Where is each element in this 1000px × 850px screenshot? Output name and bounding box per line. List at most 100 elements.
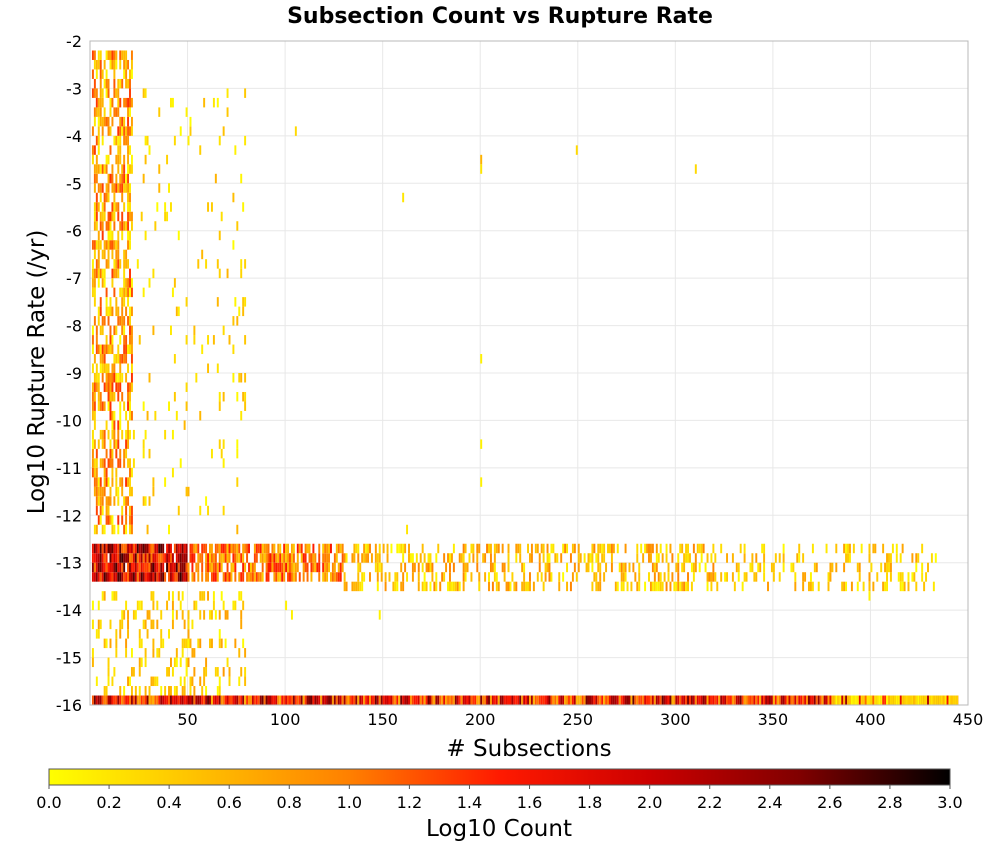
- heatmap-cell: [132, 667, 135, 677]
- heatmap-cell: [117, 382, 120, 392]
- heatmap-cell: [244, 648, 247, 658]
- heatmap-cell: [168, 401, 170, 411]
- heatmap-cell: [125, 572, 128, 582]
- heatmap-cell: [763, 543, 766, 554]
- heatmap-cell: [160, 695, 163, 705]
- heatmap-cell: [249, 562, 252, 573]
- x-tick-label: 100: [270, 710, 301, 729]
- heatmap-cell: [166, 211, 169, 222]
- heatmap-cell: [111, 420, 114, 430]
- heatmap-cell: [125, 306, 128, 317]
- heatmap-cell: [341, 553, 344, 563]
- heatmap-cell: [187, 695, 190, 705]
- heatmap-cell: [622, 695, 625, 705]
- heatmap-cell: [333, 553, 336, 563]
- heatmap-cell: [478, 543, 481, 554]
- heatmap-cell: [599, 572, 602, 582]
- heatmap-cell: [255, 695, 258, 705]
- heatmap-cell: [127, 297, 130, 307]
- heatmap-cell: [91, 648, 94, 658]
- heatmap-cell: [113, 695, 116, 705]
- heatmap-cell: [501, 695, 504, 705]
- heatmap-cell: [101, 363, 104, 373]
- heatmap-cell: [244, 562, 247, 573]
- heatmap-cell: [132, 553, 135, 563]
- heatmap-cell: [234, 638, 237, 649]
- heatmap-cell: [113, 591, 116, 601]
- heatmap-cell: [187, 619, 190, 630]
- heatmap-cell: [355, 695, 358, 705]
- heatmap-cell: [320, 695, 323, 705]
- heatmap-cell: [372, 695, 375, 705]
- heatmap-cell: [234, 553, 237, 563]
- heatmap-cell: [199, 610, 202, 620]
- heatmap-cell: [712, 543, 715, 554]
- heatmap-cell: [530, 695, 533, 705]
- heatmap-cell: [261, 543, 264, 554]
- heatmap-cell: [117, 553, 120, 563]
- heatmap-cell: [404, 562, 407, 573]
- heatmap-cell: [480, 154, 483, 165]
- heatmap-cell: [101, 126, 104, 136]
- heatmap-cell: [183, 562, 186, 573]
- heatmap-cell: [388, 695, 391, 705]
- heatmap-cell: [302, 562, 305, 573]
- heatmap-cell: [101, 249, 104, 260]
- heatmap-cell: [310, 553, 313, 563]
- heatmap-cell: [191, 619, 194, 630]
- heatmap-cell: [156, 543, 159, 554]
- heatmap-cell: [866, 695, 869, 705]
- heatmap-cell: [123, 183, 126, 193]
- heatmap-cell: [667, 572, 670, 582]
- heatmap-cell: [234, 543, 237, 554]
- heatmap-cell: [187, 629, 190, 639]
- heatmap-cell: [365, 695, 368, 705]
- x-tick-label: 400: [855, 710, 886, 729]
- heatmap-cell: [343, 553, 346, 563]
- heatmap-cell: [144, 553, 147, 563]
- heatmap-cell: [111, 515, 114, 525]
- heatmap-cell: [111, 240, 114, 250]
- heatmap-cell: [168, 572, 170, 582]
- heatmap-cell: [150, 562, 153, 573]
- heatmap-cell: [113, 240, 116, 250]
- heatmap-cell: [121, 116, 124, 127]
- heatmap-cell: [193, 667, 196, 677]
- heatmap-cell: [127, 363, 130, 373]
- heatmap-cell: [187, 610, 190, 620]
- heatmap-cell: [117, 230, 120, 241]
- heatmap-cell: [130, 373, 133, 383]
- heatmap-cell: [651, 543, 654, 554]
- heatmap-cell: [93, 211, 96, 222]
- heatmap-cell: [95, 448, 98, 459]
- heatmap-cell: [821, 695, 824, 705]
- heatmap-cell: [782, 553, 785, 563]
- heatmap-cell: [111, 382, 114, 392]
- heatmap-cell: [540, 572, 543, 582]
- heatmap-cell: [136, 543, 139, 554]
- heatmap-cell: [240, 591, 243, 601]
- heatmap-cell: [470, 543, 473, 554]
- heatmap-cell: [195, 543, 198, 554]
- heatmap-cell: [115, 448, 118, 459]
- heatmap-cell: [138, 562, 141, 573]
- heatmap-cell: [113, 354, 116, 364]
- heatmap-cell: [173, 391, 176, 402]
- heatmap-cell: [103, 316, 106, 326]
- heatmap-cell: [294, 572, 297, 582]
- heatmap-cell: [655, 543, 658, 554]
- heatmap-cell: [105, 467, 108, 478]
- heatmap-cell: [101, 278, 104, 288]
- heatmap-cell: [361, 695, 364, 705]
- heatmap-cell: [99, 486, 102, 497]
- heatmap-cell: [119, 401, 122, 411]
- heatmap-cell: [101, 325, 104, 336]
- heatmap-cell: [476, 562, 479, 573]
- heatmap-cell: [226, 88, 229, 98]
- heatmap-cell: [101, 401, 104, 411]
- heatmap-cell: [277, 553, 280, 563]
- heatmap-cell: [318, 562, 321, 573]
- heatmap-cell: [480, 439, 483, 449]
- heatmap-cell: [183, 676, 186, 687]
- heatmap-cell: [458, 553, 461, 563]
